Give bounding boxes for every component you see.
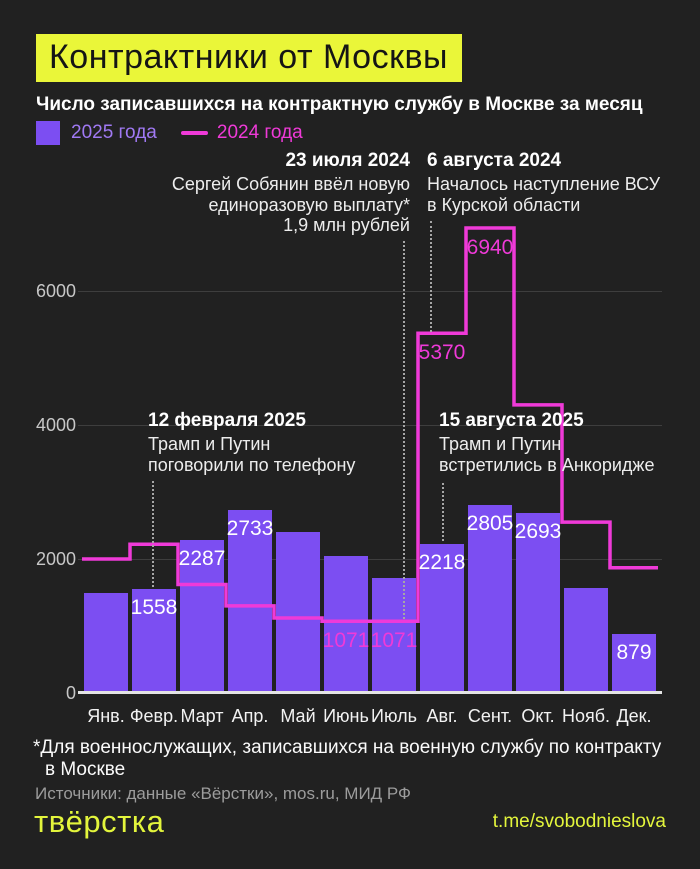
telegram-link[interactable]: t.me/svobodnieslova bbox=[492, 811, 666, 832]
gridline-6000 bbox=[78, 291, 662, 292]
legend-label-2025: 2025 года bbox=[71, 122, 157, 143]
x-axis-label-Авг.: Авг. bbox=[426, 706, 458, 726]
x-axis-label-Сент.: Сент. bbox=[467, 706, 513, 726]
x-axis-label-Дек.: Дек. bbox=[616, 706, 652, 726]
annotation-connector-aug-2024 bbox=[430, 221, 432, 332]
legend-label-2024: 2024 года bbox=[216, 122, 303, 143]
bar-Май bbox=[276, 532, 320, 693]
x-axis-label-Апр.: Апр. bbox=[231, 706, 269, 726]
bar-value-label-2805: 2805 bbox=[466, 512, 514, 536]
page-title: Контрактники от Москвы bbox=[49, 38, 448, 76]
annotation-line: поговорили по телефону bbox=[148, 454, 356, 475]
bar-Дек. bbox=[612, 634, 656, 693]
legend-swatch-2025 bbox=[36, 121, 60, 145]
x-axis-label-Май: Май bbox=[280, 706, 316, 726]
line-value-label-1071: 1071 bbox=[370, 629, 418, 653]
footnote-line: в Москве bbox=[45, 759, 126, 780]
bar-value-label-2218: 2218 bbox=[418, 551, 466, 575]
annotation-trump-putin-call: 12 февраля 2025 Трамп и Путин поговорили… bbox=[148, 410, 355, 475]
sources-line: Источники: данные «Вёрстки», mos.ru, МИД… bbox=[35, 784, 411, 803]
bar-Янв. bbox=[84, 592, 128, 693]
annotation-line: Началось наступление ВСУ bbox=[427, 174, 661, 194]
annotation-date: 6 августа 2024 bbox=[427, 150, 562, 171]
x-axis-baseline bbox=[78, 691, 662, 694]
annotation-connector-jul-2024 bbox=[403, 241, 405, 619]
legend: 2025 года 2024 года bbox=[36, 120, 303, 146]
annotation-trump-putin-meeting: 15 августа 2025 Трамп и Путин встретилис… bbox=[439, 410, 654, 475]
x-axis-label-Янв.: Янв. bbox=[87, 706, 125, 726]
verstka-logo: твёрстка bbox=[34, 804, 165, 839]
bar-Нояб. bbox=[564, 588, 608, 693]
x-axis-label-Окт.: Окт. bbox=[521, 706, 555, 726]
annotation-line: 1,9 млн рублей bbox=[283, 215, 410, 235]
x-axis-label-Июль: Июль bbox=[371, 706, 417, 726]
line-value-label-1071: 1071 bbox=[322, 629, 370, 653]
bar-value-label-2733: 2733 bbox=[226, 516, 274, 540]
annotation-connector-feb-2025 bbox=[152, 481, 154, 587]
title-box: Контрактники от Москвы bbox=[36, 34, 462, 82]
y-tick-label-4000: 4000 bbox=[35, 415, 76, 435]
footnote-line: *Для военнослужащих, записавшихся на вое… bbox=[33, 737, 662, 758]
y-tick-label-6000: 6000 bbox=[35, 281, 76, 301]
bar-value-label-2693: 2693 bbox=[514, 519, 562, 543]
annotation-date: 15 августа 2025 bbox=[439, 410, 584, 431]
line-value-label-5370: 5370 bbox=[418, 341, 466, 365]
annotation-connector-aug-2025 bbox=[442, 483, 444, 541]
annotation-line: Трамп и Путин bbox=[439, 434, 562, 454]
annotation-kursk-offensive: 6 августа 2024 Началось наступление ВСУ … bbox=[427, 150, 660, 215]
y-tick-label-2000: 2000 bbox=[35, 549, 76, 569]
y-tick-label-0: 0 bbox=[65, 683, 76, 703]
x-axis-label-Нояб.: Нояб. bbox=[561, 706, 611, 726]
annotation-date: 23 июля 2024 bbox=[285, 150, 410, 171]
annotation-date: 12 февраля 2025 bbox=[148, 410, 306, 431]
annotation-line: встретились в Анкоридже bbox=[439, 454, 655, 475]
footnote: *Для военнослужащих, записавшихся на вое… bbox=[33, 737, 661, 781]
bar-value-label-2287: 2287 bbox=[178, 546, 226, 570]
bar-value-label-879: 879 bbox=[616, 641, 652, 665]
annotation-line: в Курской области bbox=[427, 194, 581, 215]
x-axis-label-Март: Март bbox=[180, 706, 224, 726]
annotation-line: единоразовую выплату* bbox=[208, 194, 411, 215]
line-value-label-6940: 6940 bbox=[466, 236, 514, 260]
bar-Июнь bbox=[324, 555, 368, 693]
annotation-sobyanin-payment: 23 июля 2024 Сергей Собянин ввёл новую е… bbox=[172, 150, 410, 236]
x-axis-label-Февр.: Февр. bbox=[129, 706, 179, 726]
annotation-line: Трамп и Путин bbox=[148, 434, 271, 454]
bar-value-label-1558: 1558 bbox=[130, 595, 178, 619]
subtitle: Число записавшихся на контрактную службу… bbox=[36, 94, 643, 115]
gridline-2000 bbox=[78, 559, 662, 560]
x-axis-label-Июнь: Июнь bbox=[323, 706, 369, 726]
legend-line-2024-icon bbox=[180, 131, 208, 135]
annotation-line: Сергей Собянин ввёл новую bbox=[171, 174, 410, 194]
